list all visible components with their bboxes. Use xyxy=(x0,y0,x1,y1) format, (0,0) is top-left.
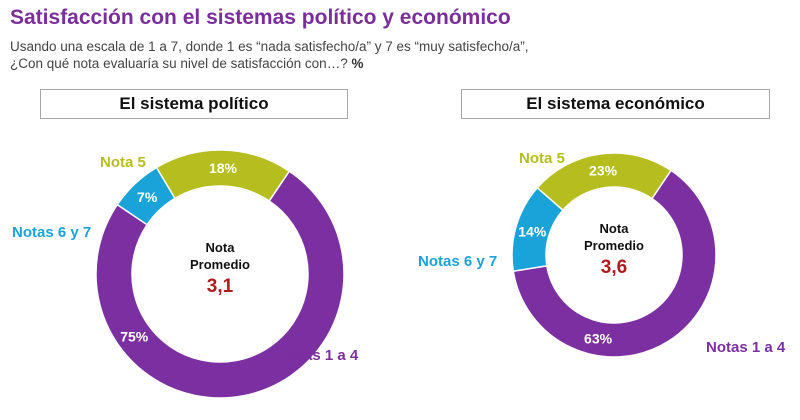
center-label-nota-1: Nota xyxy=(600,221,630,236)
category-label-nota5-0: Nota 5 xyxy=(100,154,146,171)
slice-notas67-0 xyxy=(116,166,176,226)
page-title: Satisfacción con el sistemas político y … xyxy=(10,6,511,29)
category-label-nota5-1: Nota 5 xyxy=(519,150,565,167)
subtitle-unit: % xyxy=(351,56,364,71)
subtitle-line-1: Usando una escala de 1 a 7, donde 1 es “… xyxy=(10,39,529,54)
chart-title-economico: El sistema económico xyxy=(461,89,770,119)
value-label-notas14-0: 75% xyxy=(120,328,149,344)
center-label-promedio-1: Promedio xyxy=(584,238,644,253)
value-label-nota5-0: 18% xyxy=(209,160,238,176)
slice-notas14-0 xyxy=(95,170,345,399)
value-label-nota5-1: 23% xyxy=(589,163,618,179)
center-label-nota-0: Nota xyxy=(206,240,236,255)
center-label-promedio-0: Promedio xyxy=(190,257,250,272)
subtitle-line-2: ¿Con qué nota evaluaría su nivel de sati… xyxy=(10,56,348,71)
center-average-value-1: 3,6 xyxy=(601,257,627,278)
category-label-notas14-1: Notas 1 a 4 xyxy=(706,339,786,356)
value-label-notas67-0: 7% xyxy=(137,189,158,205)
slice-notas67-1 xyxy=(511,186,564,273)
value-label-notas67-1: 14% xyxy=(518,224,547,240)
slice-notas14-1 xyxy=(512,169,717,358)
category-label-notas67-1: Notas 6 y 7 xyxy=(418,253,497,270)
chart-title-politico: El sistema político xyxy=(40,89,348,119)
value-label-notas14-1: 63% xyxy=(584,330,613,346)
page-subtitle: Usando una escala de 1 a 7, donde 1 es “… xyxy=(10,38,610,72)
category-label-notas67-0: Notas 6 y 7 xyxy=(12,224,91,241)
category-label-notas14-0: Notas 1 a 4 xyxy=(279,347,359,364)
center-average-value-0: 3,1 xyxy=(207,276,234,297)
